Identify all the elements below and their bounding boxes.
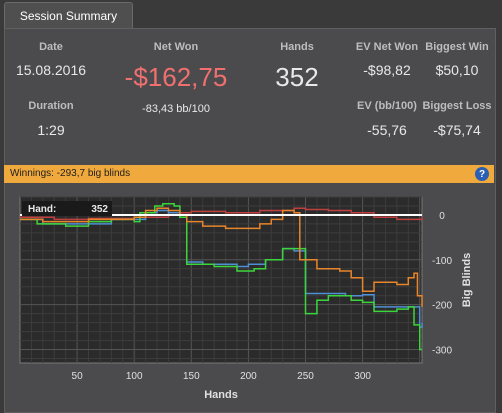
series-line-1 <box>20 209 423 328</box>
biggest-loss-value: -$75,74 <box>433 122 481 138</box>
y-axis-label: Big Blinds <box>461 253 473 307</box>
net-won-bb100: -83,43 bb/100 <box>142 103 210 115</box>
tab-bar: Session Summary <box>0 0 502 30</box>
duration-value: 1:29 <box>37 122 65 138</box>
x-axis-label: Hands <box>204 389 238 401</box>
hand-tooltip: Hand: 352 <box>22 201 112 216</box>
winnings-text: Winnings: -293,7 big blinds <box>10 168 131 179</box>
hands-label: Hands <box>280 41 314 53</box>
chart-ticks: 50 100 150 200 250 300 0 -100 -200 -300 <box>72 211 453 382</box>
x-tick-label: 150 <box>183 371 200 382</box>
chart-series <box>20 202 423 351</box>
net-won-label: Net Won <box>153 41 199 53</box>
tooltip-value: 352 <box>91 204 108 215</box>
x-tick-label: 200 <box>240 371 257 382</box>
hands-value: 352 <box>275 62 319 92</box>
x-tick-label: 50 <box>72 371 84 382</box>
date-value: 15.08.2016 <box>15 62 87 78</box>
tab-session-summary[interactable]: Session Summary <box>4 2 133 29</box>
biggest-loss-label: Biggest Loss <box>422 100 492 112</box>
ev-net-won-value: -$98,82 <box>363 62 411 78</box>
biggest-win-value: $50,10 <box>435 62 479 78</box>
date-label: Date <box>39 41 63 53</box>
tooltip-label: Hand: <box>28 204 56 215</box>
y-tick-label: -300 <box>432 346 452 357</box>
series-line-3 <box>20 207 423 307</box>
biggest-win-label: Biggest Win <box>425 41 489 53</box>
ev-bb100-label: EV (bb/100) <box>357 100 417 112</box>
y-tick-label: 0 <box>439 211 445 222</box>
x-tick-label: 100 <box>126 371 143 382</box>
x-tick-label: 300 <box>354 371 371 382</box>
winnings-bar: Winnings: -293,7 big blinds ? <box>4 165 494 183</box>
y-tick-label: -200 <box>432 301 452 312</box>
ev-bb100-value: -55,76 <box>367 122 407 138</box>
net-won-value: -$162,75 <box>124 62 228 92</box>
x-tick-label: 250 <box>297 371 314 382</box>
duration-label: Duration <box>28 100 74 112</box>
help-icon[interactable]: ? <box>475 167 489 181</box>
ev-net-won-label: EV Net Won <box>355 41 419 53</box>
y-tick-label: -100 <box>432 256 452 267</box>
